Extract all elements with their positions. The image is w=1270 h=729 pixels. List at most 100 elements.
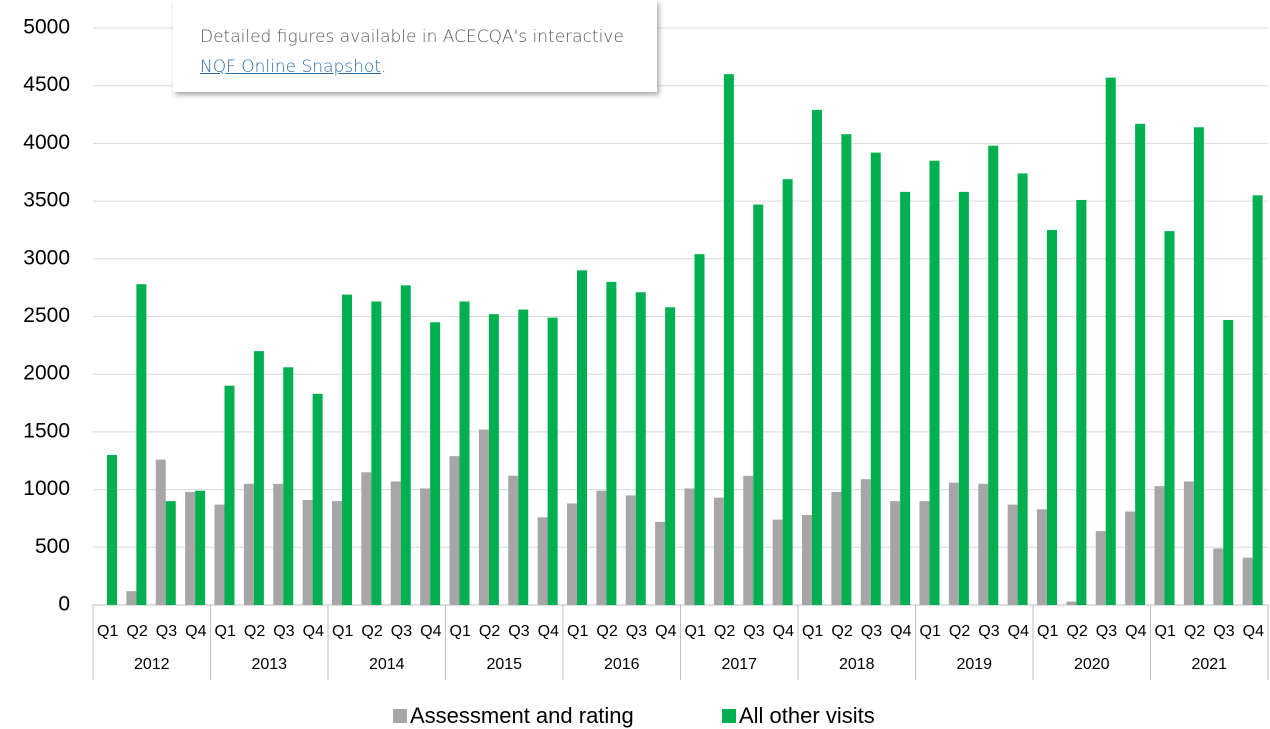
bar — [860, 479, 871, 605]
bar — [635, 292, 646, 605]
x-tick-label: Q1 — [215, 623, 236, 640]
x-group-label: 2019 — [956, 656, 992, 673]
bar — [978, 483, 989, 605]
bar — [302, 499, 313, 605]
x-tick-label: Q1 — [685, 623, 706, 640]
bar — [243, 483, 254, 605]
y-tick-label: 1000 — [23, 477, 70, 500]
bar — [332, 501, 342, 605]
x-tick-label: Q4 — [890, 623, 911, 640]
bar — [812, 109, 822, 606]
bar — [224, 385, 235, 605]
bar — [1252, 195, 1263, 605]
x-tick-label: Q4 — [1243, 623, 1264, 640]
bar — [371, 301, 382, 605]
bar — [890, 501, 901, 605]
y-tick-label: 1500 — [23, 419, 70, 442]
bar — [185, 491, 196, 605]
bar — [841, 134, 852, 605]
x-tick-label: Q4 — [185, 623, 206, 640]
bar — [342, 294, 352, 605]
bar — [1135, 123, 1146, 606]
x-tick-label: Q3 — [861, 623, 882, 640]
x-tick-label: Q3 — [743, 623, 764, 640]
bar — [919, 501, 930, 605]
x-group-label: 2012 — [134, 656, 170, 673]
bar — [518, 309, 529, 605]
x-tick-label: Q1 — [802, 623, 823, 640]
x-tick-label: Q2 — [361, 623, 382, 640]
y-tick-label: 500 — [35, 535, 70, 558]
x-tick-label: Q1 — [97, 623, 118, 640]
x-tick-label: Q2 — [1184, 623, 1205, 640]
x-tick-label: Q1 — [1155, 623, 1176, 640]
bar — [900, 191, 911, 606]
bar — [948, 482, 959, 605]
bar — [655, 521, 666, 605]
annotation-text: Detailed figures available in ACECQA's i… — [200, 27, 624, 47]
x-tick-label: Q1 — [567, 623, 588, 640]
bar — [684, 488, 695, 605]
x-tick-label: Q3 — [391, 623, 412, 640]
y-tick-label: 2000 — [23, 362, 70, 385]
annotation-box: Detailed figures available in ACECQA's i… — [173, 0, 657, 92]
bar — [136, 284, 147, 605]
y-tick-label: 4500 — [23, 73, 70, 96]
x-group-label: 2015 — [486, 656, 522, 673]
bar — [537, 517, 548, 605]
x-tick-label: Q2 — [714, 623, 735, 640]
y-tick-label: 0 — [58, 593, 70, 616]
bar — [547, 317, 558, 605]
x-group-label: 2017 — [721, 656, 757, 673]
x-tick-label: Q2 — [949, 623, 970, 640]
bar — [772, 519, 783, 605]
annotation-link[interactable]: NQF Online Snapshot — [200, 57, 381, 77]
bar — [449, 456, 460, 605]
bar — [1125, 511, 1136, 605]
bar — [577, 270, 587, 605]
x-tick-label: Q3 — [156, 623, 177, 640]
x-tick-label: Q2 — [479, 623, 500, 640]
bar — [723, 74, 734, 605]
bar — [694, 254, 705, 605]
bar — [1164, 231, 1175, 605]
x-group-label: 2016 — [604, 656, 640, 673]
bar — [420, 488, 431, 605]
bar — [665, 307, 676, 605]
x-tick-label: Q3 — [508, 623, 529, 640]
y-tick-label: 3000 — [23, 246, 70, 269]
bar — [753, 204, 764, 605]
bar — [361, 472, 372, 605]
bar — [1242, 557, 1253, 605]
bar — [713, 497, 724, 605]
x-tick-label: Q2 — [1066, 623, 1087, 640]
bar — [870, 152, 881, 605]
y-tick-label: 5000 — [23, 16, 70, 39]
x-tick-label: Q4 — [420, 623, 441, 640]
bar — [1017, 173, 1028, 606]
bar — [1037, 509, 1047, 605]
bar — [1105, 77, 1116, 605]
bar — [1213, 548, 1224, 605]
bar — [283, 367, 294, 605]
bar — [430, 322, 441, 605]
bar — [459, 301, 470, 605]
bar — [488, 314, 499, 605]
bar — [390, 481, 401, 605]
y-tick-label: 3500 — [23, 189, 70, 212]
bar — [625, 495, 636, 605]
bar — [107, 454, 117, 605]
legend-label: Assessment and rating — [410, 703, 634, 728]
x-group-label: 2014 — [369, 656, 405, 673]
bar — [1095, 531, 1106, 605]
x-tick-label: Q4 — [538, 623, 559, 640]
x-tick-label: Q3 — [273, 623, 294, 640]
bar — [1007, 504, 1018, 605]
y-tick-label: 4000 — [23, 131, 70, 154]
bar — [1223, 319, 1234, 605]
legend-label: All other visits — [739, 703, 875, 728]
bar — [743, 475, 754, 605]
y-tick-label: 2500 — [23, 304, 70, 327]
